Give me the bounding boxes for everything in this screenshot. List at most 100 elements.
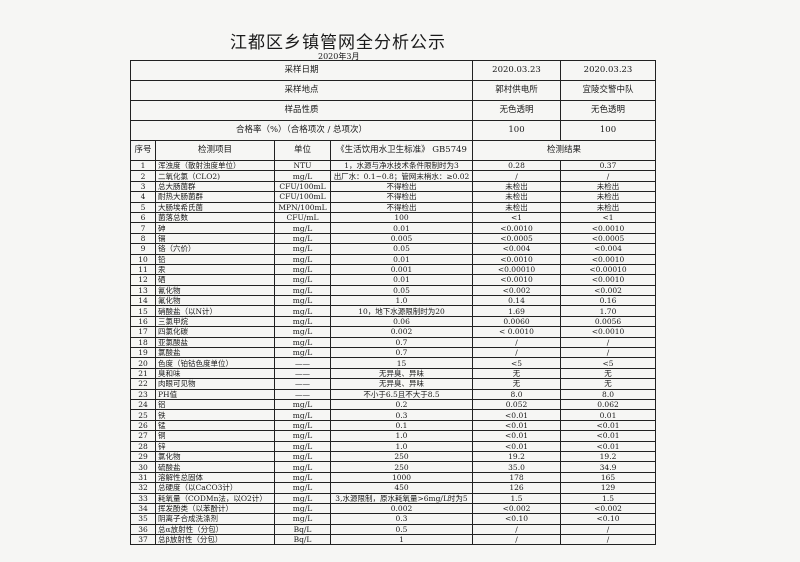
row-no: 19: [130, 347, 156, 359]
row-item: 菌落总数: [155, 211, 275, 224]
row-result-2: /: [560, 336, 657, 349]
row-standard: 0.01: [329, 274, 474, 286]
row-result-2: <0.0010: [560, 326, 657, 338]
row-unit: mg/L: [274, 315, 331, 328]
row-no: 31: [130, 471, 156, 484]
row-unit: mg/L: [274, 502, 331, 515]
row-standard: 0.06: [329, 315, 474, 328]
row-result-1: <0.002: [472, 284, 562, 297]
col-unit: 单位: [274, 140, 331, 161]
table-row: 27 铜 mg/L 1.0 <0.01 <0.01: [130, 430, 657, 442]
row-unit: mg/L: [274, 482, 331, 494]
row-result-1: <0.10: [472, 513, 562, 525]
row-unit: MPN/100mL: [274, 201, 331, 213]
row-standard: 0.7: [329, 336, 474, 349]
row-result-2: 未检出: [560, 180, 657, 193]
row-item: 浑浊度（散射浊度单位）: [155, 159, 275, 172]
row-result-2: 0.37: [560, 159, 657, 172]
row-no: 12: [130, 274, 156, 286]
row-no: 8: [130, 232, 156, 245]
table-row: 20 色度（铂钴色度单位） —— 15 <5 <5: [130, 357, 657, 369]
row-result-2: <0.004: [560, 243, 657, 255]
table-row: 28 锌 mg/L 1.0 <0.01 <0.01: [130, 440, 657, 452]
row-item: 铜: [155, 430, 275, 442]
row-result-2: 129: [560, 482, 657, 494]
row-result-2: <0.0010: [560, 222, 657, 234]
row-item: 砷: [155, 222, 275, 234]
row-no: 37: [130, 534, 156, 546]
row-standard: 出厂水：0.1~0.8；管网末梢水：≥0.02: [329, 170, 474, 182]
row-result-2: <0.002: [560, 502, 657, 515]
row-unit: mg/L: [274, 450, 331, 463]
row-standard: 0.05: [329, 243, 474, 255]
row-result-2: 未检出: [560, 201, 657, 213]
row-result-2: <5: [560, 357, 657, 369]
row-no: 28: [130, 440, 156, 452]
row-unit: Bq/L: [274, 534, 331, 546]
header-value: 无色透明: [560, 100, 657, 121]
row-standard: 0.01: [329, 222, 474, 234]
table-row: 10 铅 mg/L 0.01 <0.0010 <0.0010: [130, 253, 657, 265]
row-result-1: 未检出: [472, 191, 562, 203]
row-result-2: <0.0010: [560, 253, 657, 265]
header-value: 无色透明: [472, 100, 562, 121]
table-row: 9 铬（六价） mg/L 0.05 <0.004 <0.004: [130, 243, 657, 255]
row-standard: 1000: [329, 471, 474, 484]
row-unit: ——: [274, 357, 331, 369]
row-unit: mg/L: [274, 513, 331, 525]
row-unit: mg/L: [274, 492, 331, 504]
row-standard: 不得检出: [329, 191, 474, 203]
header-value: 2020.03.23: [560, 60, 657, 81]
row-unit: mg/L: [274, 471, 331, 484]
row-unit: mg/L: [274, 222, 331, 234]
row-no: 33: [130, 492, 156, 504]
table-row: 24 铝 mg/L 0.2 0.052 0.062: [130, 398, 657, 411]
row-result-2: 8.0: [560, 388, 657, 401]
row-standard: 无异臭、异味: [329, 378, 474, 390]
table-row: 8 镉 mg/L 0.005 <0.0005 <0.0005: [130, 232, 657, 245]
row-result-2: <0.0010: [560, 274, 657, 286]
row-item: 铝: [155, 398, 275, 411]
row-result-2: <0.01: [560, 419, 657, 432]
row-result-1: 0.052: [472, 398, 562, 411]
row-result-2: <0.002: [560, 284, 657, 297]
row-item: 溶解性总固体: [155, 471, 275, 484]
col-no: 序号: [130, 140, 156, 161]
row-unit: Bq/L: [274, 523, 331, 536]
row-no: 20: [130, 357, 156, 369]
row-result-1: 178: [472, 471, 562, 484]
row-unit: mg/L: [274, 419, 331, 432]
row-item: 二氧化氯（CLO2): [155, 170, 275, 182]
table-row: 11 汞 mg/L 0.001 <0.00010 <0.00010: [130, 263, 657, 276]
header-label: 采样日期: [129, 60, 474, 81]
row-standard: 1: [329, 534, 474, 546]
table-row: 26 锰 mg/L 0.1 <0.01 <0.01: [130, 419, 657, 432]
column-header-row: 序号 检测项目 单位 《生活饮用水卫生标准》 GB5749 检测结果: [130, 140, 657, 161]
row-standard: 0.002: [329, 326, 474, 338]
row-standard: 0.5: [329, 523, 474, 536]
row-unit: mg/L: [274, 284, 331, 297]
table-row: 21 臭和味 —— 无异臭、异味无无: [130, 367, 657, 380]
row-result-1: <0.01: [472, 409, 562, 421]
table-row: 3 总大肠菌群 CFU/100mL 不得检出 未检出 未检出: [130, 180, 657, 193]
row-unit: mg/L: [274, 243, 331, 255]
row-result-2: 无: [560, 378, 657, 390]
row-result-2: 0.16: [560, 295, 657, 307]
row-result-2: <0.01: [560, 430, 657, 442]
row-item: PH值: [155, 388, 275, 401]
row-unit: mg/L: [274, 347, 331, 359]
row-unit: mg/L: [274, 326, 331, 338]
table-row: 19 氯酸盐 mg/L 0.7//: [130, 347, 657, 359]
row-result-2: <0.01: [560, 440, 657, 452]
row-unit: mg/L: [274, 170, 331, 182]
row-no: 15: [130, 305, 156, 317]
row-standard: 1.0: [329, 440, 474, 452]
row-result-2: /: [560, 170, 657, 182]
row-standard: 10，地下水源限制时为20: [329, 305, 474, 317]
row-item: 三氯甲烷: [155, 315, 275, 328]
row-standard: 不得检出: [329, 180, 474, 193]
row-standard: 不小于6.5且不大于8.5: [329, 388, 474, 401]
row-item: 总β放射性（分包）: [155, 534, 275, 546]
row-unit: ——: [274, 367, 331, 380]
row-standard: 250: [329, 450, 474, 463]
